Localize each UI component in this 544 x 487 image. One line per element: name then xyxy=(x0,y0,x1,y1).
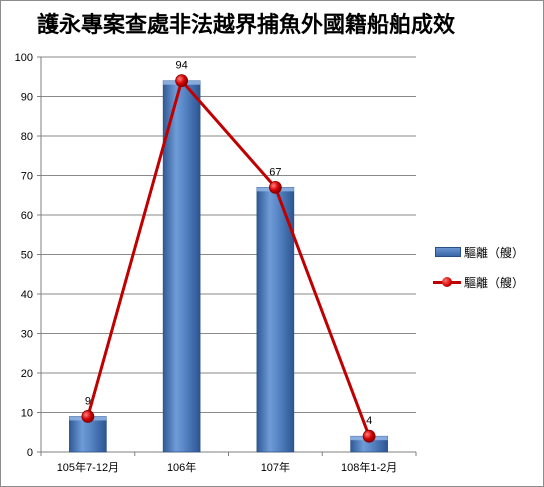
legend-line-label: 驅離（艘） xyxy=(464,275,525,290)
x-tick-label: 105年7-12月 xyxy=(57,460,119,474)
line-point-1 xyxy=(175,74,189,88)
x-tick-label: 107年 xyxy=(261,460,290,474)
line-point-2 xyxy=(268,180,282,194)
y-tick-label: 30 xyxy=(21,329,33,341)
legend: 驅離（艘） 驅離（艘） xyxy=(433,237,543,297)
data-label: 94 xyxy=(176,60,188,72)
y-tick-label: 0 xyxy=(27,447,33,459)
y-tick-label: 100 xyxy=(15,52,33,64)
y-tick-label: 50 xyxy=(21,250,33,262)
legend-item-line: 驅離（艘） xyxy=(433,267,543,297)
legend-bar-label: 驅離（艘） xyxy=(464,245,525,260)
data-label: 4 xyxy=(366,415,372,427)
line-point-3 xyxy=(362,429,376,443)
data-label: 67 xyxy=(269,166,281,178)
bar-1 xyxy=(162,80,201,453)
data-label: 9 xyxy=(85,395,91,407)
legend-line-swatch xyxy=(433,275,461,289)
series-line xyxy=(86,79,371,437)
y-tick-label: 20 xyxy=(21,368,33,380)
x-tick-label: 106年 xyxy=(167,460,196,474)
legend-bar-swatch xyxy=(433,245,461,259)
y-tick-label: 60 xyxy=(21,210,33,222)
legend-item-bar: 驅離（艘） xyxy=(433,237,543,267)
chart-title: 護永專案查處非法越界捕魚外國籍船舶成效 xyxy=(36,13,455,38)
line-point-0 xyxy=(81,410,95,423)
bar-2 xyxy=(256,187,295,453)
y-tick-label: 10 xyxy=(21,408,33,420)
y-tick-label: 70 xyxy=(21,171,33,183)
x-tick-label: 108年1-2月 xyxy=(341,460,397,474)
y-tick-label: 80 xyxy=(21,131,33,143)
y-tick-label: 40 xyxy=(21,289,33,301)
y-tick-label: 90 xyxy=(21,92,33,104)
